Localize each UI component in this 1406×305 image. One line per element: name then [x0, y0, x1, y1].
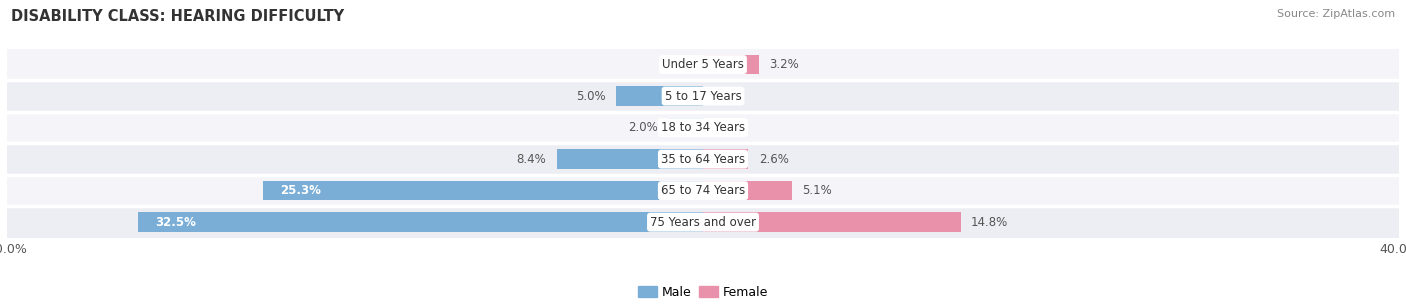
Text: 32.5%: 32.5% — [155, 216, 195, 229]
Bar — [703, 212, 960, 232]
Text: 3.2%: 3.2% — [769, 58, 799, 71]
Text: 2.0%: 2.0% — [628, 121, 658, 134]
Bar — [7, 206, 1399, 238]
Bar — [7, 143, 1399, 175]
Text: 5.1%: 5.1% — [803, 184, 832, 197]
Text: 18 to 34 Years: 18 to 34 Years — [661, 121, 745, 134]
Bar — [7, 175, 1399, 206]
Bar — [138, 212, 703, 232]
Bar — [668, 118, 703, 137]
Text: 25.3%: 25.3% — [280, 184, 321, 197]
Text: 14.8%: 14.8% — [972, 216, 1008, 229]
Text: 35 to 64 Years: 35 to 64 Years — [661, 152, 745, 166]
Text: 8.4%: 8.4% — [516, 152, 547, 166]
Bar — [263, 181, 703, 200]
Bar — [557, 149, 703, 169]
Text: 2.6%: 2.6% — [759, 152, 789, 166]
Text: 75 Years and over: 75 Years and over — [650, 216, 756, 229]
Bar — [616, 86, 703, 106]
Text: 5 to 17 Years: 5 to 17 Years — [665, 90, 741, 102]
Bar — [703, 149, 748, 169]
Text: Source: ZipAtlas.com: Source: ZipAtlas.com — [1277, 9, 1395, 19]
Bar — [7, 49, 1399, 80]
Text: 0.0%: 0.0% — [713, 90, 742, 102]
Text: 5.0%: 5.0% — [576, 90, 606, 102]
Bar — [703, 181, 792, 200]
Text: DISABILITY CLASS: HEARING DIFFICULTY: DISABILITY CLASS: HEARING DIFFICULTY — [11, 9, 344, 24]
Legend: Male, Female: Male, Female — [633, 281, 773, 303]
Bar — [703, 55, 759, 74]
Text: 0.0%: 0.0% — [713, 121, 742, 134]
Bar — [7, 80, 1399, 112]
Bar — [7, 112, 1399, 143]
Text: Under 5 Years: Under 5 Years — [662, 58, 744, 71]
Text: 65 to 74 Years: 65 to 74 Years — [661, 184, 745, 197]
Text: 0.0%: 0.0% — [664, 58, 693, 71]
